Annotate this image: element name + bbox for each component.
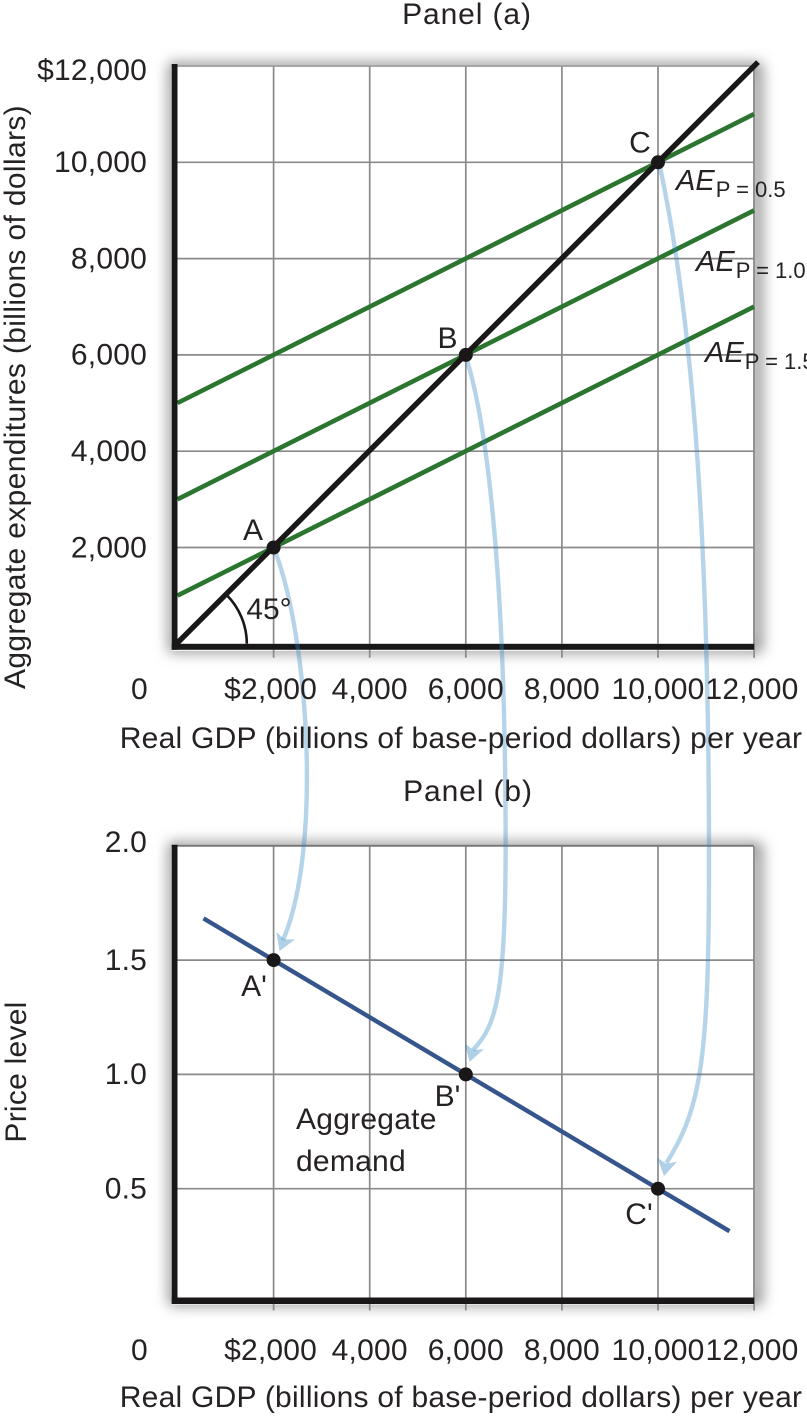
- svg-text:Panel (b): Panel (b): [403, 775, 533, 808]
- svg-text:8,000: 8,000: [524, 673, 600, 706]
- svg-text:12,000: 12,000: [706, 673, 799, 706]
- svg-text:B': B': [435, 1080, 461, 1113]
- svg-text:$2,000: $2,000: [224, 673, 317, 706]
- svg-text:12,000: 12,000: [706, 1334, 799, 1367]
- svg-text:0: 0: [131, 1334, 148, 1367]
- svg-text:6,000: 6,000: [71, 339, 147, 372]
- svg-text:1.5: 1.5: [105, 944, 147, 977]
- svg-text:AEP = 1.5: AEP = 1.5: [703, 337, 807, 374]
- svg-text:Aggregate expenditures (billio: Aggregate expenditures (billions of doll…: [0, 105, 32, 689]
- svg-text:$2,000: $2,000: [224, 1334, 317, 1367]
- svg-text:0.5: 0.5: [105, 1173, 147, 1206]
- svg-text:A': A': [241, 970, 267, 1003]
- svg-text:Real GDP (billions of base-per: Real GDP (billions of base-period dollar…: [120, 1381, 803, 1414]
- svg-text:8,000: 8,000: [71, 242, 147, 275]
- svg-text:AEP = 1.0: AEP = 1.0: [694, 246, 806, 283]
- svg-text:0: 0: [131, 673, 148, 706]
- svg-text:$12,000: $12,000: [37, 54, 147, 87]
- svg-text:Real GDP (billions of base-per: Real GDP (billions of base-period dollar…: [120, 722, 803, 755]
- svg-text:Panel (a): Panel (a): [402, 0, 532, 31]
- svg-text:1.0: 1.0: [105, 1058, 147, 1091]
- svg-text:6,000: 6,000: [428, 673, 504, 706]
- svg-text:A: A: [243, 514, 263, 547]
- svg-text:2.0: 2.0: [105, 826, 147, 859]
- svg-text:10,000: 10,000: [54, 146, 147, 179]
- svg-text:6,000: 6,000: [428, 1334, 504, 1367]
- svg-text:Price level: Price level: [0, 1001, 33, 1142]
- svg-text:10,000: 10,000: [612, 673, 705, 706]
- svg-text:4,000: 4,000: [332, 673, 408, 706]
- svg-text:C': C': [625, 1198, 652, 1231]
- svg-text:4,000: 4,000: [71, 435, 147, 468]
- svg-text:Aggregate: Aggregate: [296, 1103, 437, 1136]
- svg-text:45°: 45°: [246, 593, 291, 626]
- svg-text:4,000: 4,000: [332, 1334, 408, 1367]
- svg-text:2,000: 2,000: [71, 531, 147, 564]
- svg-text:demand: demand: [296, 1145, 406, 1178]
- svg-text:B: B: [437, 322, 457, 355]
- svg-text:C: C: [629, 127, 651, 160]
- svg-text:10,000: 10,000: [612, 1334, 705, 1367]
- svg-text:8,000: 8,000: [524, 1334, 600, 1367]
- svg-text:AEP = 0.5: AEP = 0.5: [674, 165, 786, 202]
